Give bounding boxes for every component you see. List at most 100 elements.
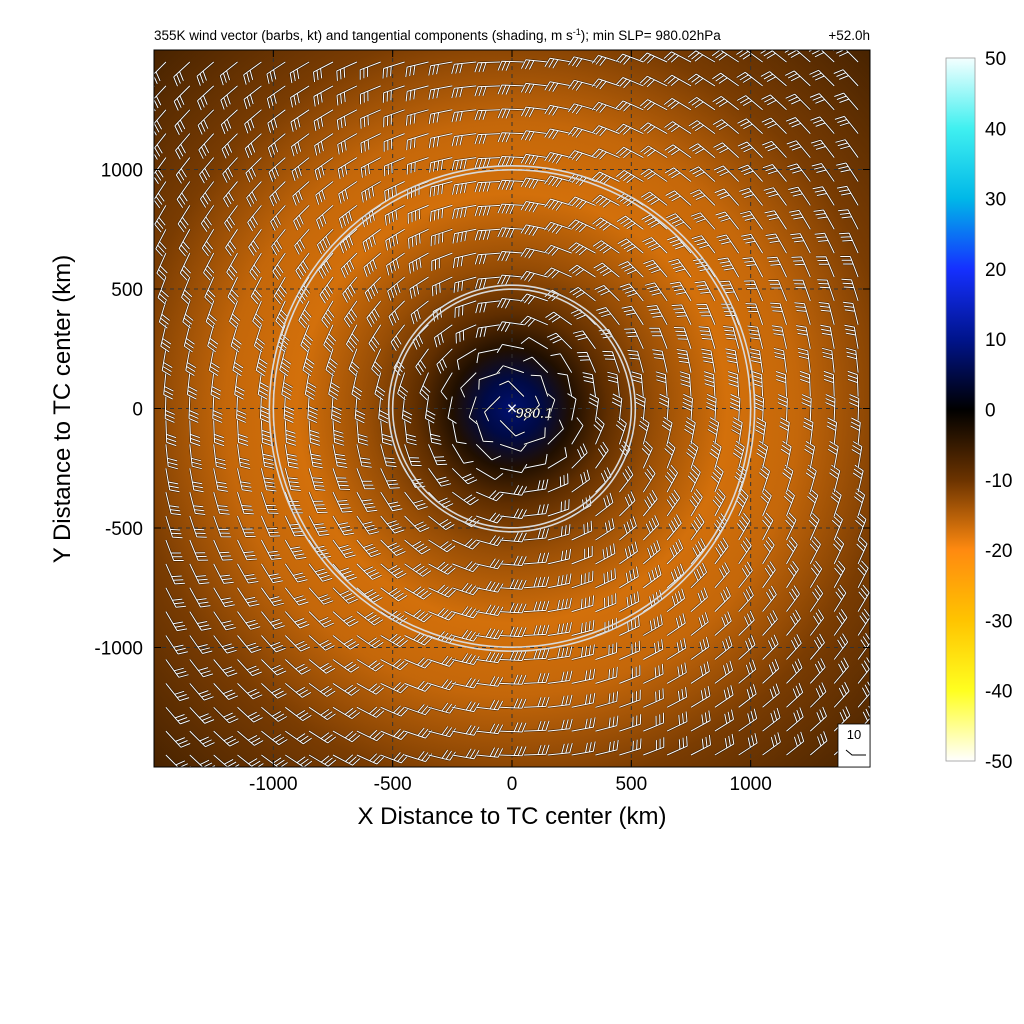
wind-barb (189, 444, 203, 470)
wind-barb (855, 512, 867, 541)
wind-barb (821, 347, 835, 373)
wind-barb (253, 324, 266, 353)
wind-barb (709, 440, 722, 469)
wind-barb (380, 515, 405, 534)
wind-barb (404, 704, 433, 716)
wind-barb (356, 635, 384, 649)
wind-barb (725, 348, 740, 373)
wind-barb (179, 252, 191, 281)
wind-barb (777, 394, 788, 421)
wind-barb (547, 694, 573, 708)
wind-barb (766, 256, 787, 278)
wind-barb (714, 611, 732, 636)
reference-barb-label: 10 (847, 727, 861, 742)
wind-barb (760, 71, 787, 87)
wind-barb (786, 634, 802, 660)
wind-barb (615, 416, 627, 445)
wind-barb (666, 489, 681, 517)
wind-barb (404, 632, 433, 646)
wind-barb (782, 464, 794, 493)
wind-barb (738, 537, 752, 565)
wind-barb (643, 737, 665, 756)
wind-barb (714, 685, 734, 708)
x-tick-label: 0 (507, 774, 518, 795)
wind-barb (788, 186, 811, 206)
wind-barb (500, 508, 527, 519)
wind-barb (760, 50, 787, 63)
wind-barb (737, 512, 751, 541)
wind-barb (174, 109, 191, 136)
wind-barb (284, 468, 301, 491)
wind-barb (430, 228, 453, 247)
wind-barb (220, 109, 238, 135)
wind-barb (544, 152, 572, 164)
wind-barb (308, 468, 326, 491)
wind-barb (284, 611, 310, 629)
wind-barb (591, 54, 620, 67)
wind-barb (213, 515, 232, 538)
wind-barb (237, 420, 249, 446)
wind-barb (811, 163, 835, 182)
wind-barb (673, 327, 692, 349)
wind-barb (380, 539, 406, 556)
wind-barb (688, 143, 716, 158)
wind-barb (808, 512, 820, 541)
wind-barb (316, 205, 334, 230)
wind-barb (835, 139, 859, 158)
wind-barb (591, 78, 620, 90)
wind-barb (619, 714, 642, 732)
wind-barb (198, 133, 215, 159)
wind-barb (293, 205, 310, 231)
wind-barb (405, 109, 429, 126)
wind-barb (523, 744, 550, 756)
wind-barb (163, 372, 174, 400)
wind-barb (729, 394, 741, 421)
wind-barb (763, 187, 787, 206)
wind-barb (223, 181, 238, 208)
wind-barb (667, 236, 692, 254)
wind-barb (255, 348, 268, 377)
wind-barb (189, 563, 210, 585)
wind-barb (520, 270, 548, 282)
wind-barb (595, 715, 619, 732)
wind-barb (814, 232, 835, 254)
wind-barb (753, 394, 765, 421)
wind-barb (226, 252, 238, 281)
wind-barb (732, 440, 745, 469)
wind-barb (237, 468, 253, 492)
wind-barb (173, 85, 191, 111)
wind-barb (785, 512, 797, 541)
wind-barb (547, 419, 564, 445)
wind-barb (356, 539, 381, 558)
wind-barb (300, 324, 313, 353)
wind-barb (823, 370, 835, 397)
wind-barb (189, 611, 212, 631)
wind-barb (154, 181, 167, 209)
wind-barb (237, 491, 254, 515)
wind-barb (308, 444, 323, 469)
wind-barb (595, 568, 616, 589)
wind-barb (646, 305, 668, 326)
wind-barb (337, 157, 358, 179)
wind-barb (571, 520, 593, 541)
wind-barb (213, 563, 234, 584)
wind-barb (666, 662, 687, 684)
wind-barb (332, 515, 355, 536)
wind-barb (571, 546, 593, 565)
wind-barb (291, 157, 310, 182)
wind-barb (520, 336, 549, 350)
wind-barb (284, 444, 299, 469)
wind-barb (410, 300, 429, 325)
wind-barb (595, 642, 618, 660)
wind-barb (762, 610, 778, 636)
wind-barb (189, 659, 214, 678)
wind-barb (736, 95, 763, 111)
wind-barb (595, 739, 619, 756)
wind-barb (452, 606, 480, 619)
wind-barb (546, 392, 556, 421)
wind-barb (571, 570, 594, 589)
wind-barb (227, 276, 239, 305)
wind-barb (829, 464, 841, 493)
wind-barb (547, 670, 573, 684)
colorbar-tick-label: 30 (985, 190, 1006, 211)
